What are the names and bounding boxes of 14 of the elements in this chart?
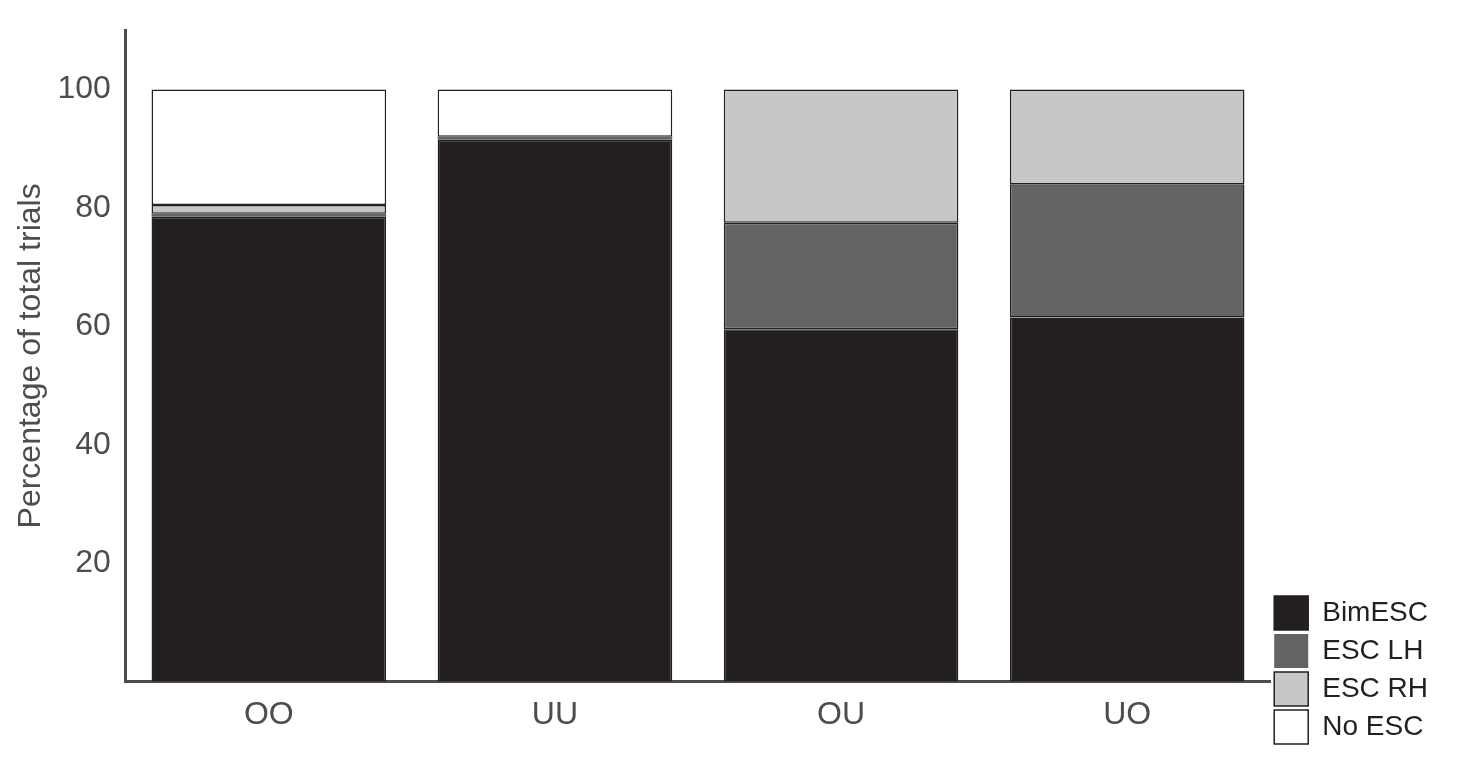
legend-label: No ESC [1322, 709, 1424, 741]
legend-label: ESC LH [1322, 633, 1424, 665]
x-tick-label: OO [243, 694, 294, 731]
y-axis-title: Percentage of total trials [11, 183, 48, 529]
legend-label: ESC RH [1322, 671, 1428, 703]
x-tick-label: OU [817, 694, 866, 731]
legend-label: BimESC [1322, 595, 1428, 627]
y-tick-label: 40 [75, 424, 111, 461]
x-tick-label: UU [531, 694, 579, 731]
y-tick-label: 100 [57, 69, 111, 106]
y-tick-label: 80 [75, 187, 111, 224]
x-tick-label: UO [1103, 694, 1152, 731]
y-tick-label: 60 [75, 306, 111, 343]
y-tick-label: 20 [75, 542, 111, 579]
